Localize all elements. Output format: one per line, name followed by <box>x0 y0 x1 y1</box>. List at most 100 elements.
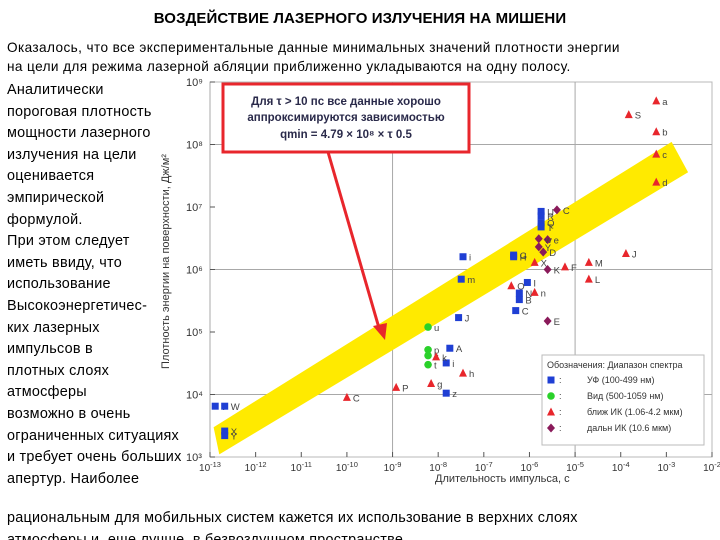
point-label: B <box>525 296 531 307</box>
point-label: F <box>571 263 577 274</box>
near-ir-point <box>392 382 401 391</box>
point-label: m <box>467 275 475 286</box>
y-tick-label: 10⁹ <box>186 78 203 89</box>
uv-point <box>211 402 219 410</box>
x-tick-label: 10-10 <box>336 460 358 474</box>
point-label: i <box>469 253 471 264</box>
side-line: эмпирической <box>7 189 105 206</box>
y-tick-label: 10⁷ <box>186 202 202 214</box>
visible-point <box>424 345 432 354</box>
x-tick-label: 10-2 <box>703 460 720 474</box>
tail-line: атмосферы и, еще лучше, в безвоздушном п… <box>7 531 408 540</box>
side-line: апертур. Наиболее <box>7 470 140 487</box>
far-ir-point <box>543 235 552 245</box>
near-ir-point <box>652 96 661 105</box>
side-line: мощности лазерного <box>7 125 151 142</box>
point-label: J <box>632 250 637 261</box>
side-line: и требует очень больших <box>7 449 182 466</box>
point-label: N <box>525 289 532 300</box>
uv-point <box>537 212 545 220</box>
point-label: R <box>547 212 554 223</box>
near-ir-point <box>530 287 539 296</box>
x-tick-label: 10-11 <box>291 460 312 474</box>
near-ir-point <box>427 378 436 387</box>
point-label: D <box>549 248 556 259</box>
point-label: E <box>554 317 560 328</box>
far-ir-point <box>543 265 552 274</box>
legend-colon: : <box>559 375 562 385</box>
point-label: X <box>231 427 238 438</box>
x-tick-label: 10-13 <box>199 460 221 474</box>
point-label: n <box>541 288 546 299</box>
side-paragraph: Аналитически пороговая плотность мощност… <box>7 80 197 490</box>
point-label: C <box>563 206 570 217</box>
side-line: импульсов в <box>7 341 93 358</box>
point-label: u <box>434 323 439 334</box>
near-ir-point <box>652 127 661 136</box>
legend-marker <box>547 423 555 433</box>
point-label: A <box>456 344 463 355</box>
intro-line: на цели для режима лазерной абляции приб… <box>7 59 571 74</box>
side-line: возможно в очень <box>7 405 131 422</box>
near-ir-point <box>459 368 468 377</box>
point-label: T <box>547 223 553 234</box>
far-ir-point <box>534 242 543 252</box>
point-label: d <box>662 178 667 189</box>
near-ir-point <box>530 257 539 266</box>
point-label: w <box>544 235 552 246</box>
x-tick-label: 10-12 <box>245 460 267 474</box>
legend-marker <box>547 407 555 416</box>
x-axis-label: Длительность импульса, с <box>435 473 570 485</box>
near-ir-point <box>624 110 633 119</box>
side-line: формулой. <box>7 211 83 228</box>
point-label: W <box>231 402 240 413</box>
point-label: X <box>541 258 548 269</box>
x-tick-label: 10-5 <box>566 460 584 474</box>
callout-formula: qmin = 4.79 × 10⁸ × τ 0.5 <box>280 129 412 141</box>
legend-box <box>541 354 705 446</box>
x-tick-label: 10-6 <box>521 460 539 474</box>
fit-band <box>213 141 689 455</box>
near-ir-point <box>432 352 441 361</box>
point-label: K <box>554 266 561 277</box>
point-label: G <box>520 251 527 262</box>
side-line: ких лазерных <box>7 319 100 336</box>
x-tick-label: 10-7 <box>475 460 493 474</box>
uv-point <box>221 402 229 410</box>
intro-paragraph: Оказалось, что все экспериментальные дан… <box>7 38 713 76</box>
far-ir-point <box>552 205 561 215</box>
side-line: оценивается <box>7 168 95 185</box>
point-label: S <box>635 111 641 122</box>
legend-marker <box>547 376 555 384</box>
uv-point <box>537 207 545 215</box>
side-line: атмосферы <box>7 384 87 401</box>
legend-marker <box>547 392 555 400</box>
y-tick-label: 10⁸ <box>186 140 203 152</box>
uv-point <box>510 253 518 261</box>
near-ir-point <box>584 274 593 283</box>
side-line: пороговая плотность <box>7 103 152 120</box>
uv-point <box>446 344 454 352</box>
point-label: O <box>517 282 524 293</box>
legend-colon: : <box>559 423 562 433</box>
uv-point <box>537 219 545 227</box>
y-axis-label: Плотность энергии на поверхности, Дж/м² <box>160 154 172 369</box>
uv-point <box>512 307 520 315</box>
side-line: использование <box>7 276 111 293</box>
legend-title: Обозначения: Диапазон спектра <box>547 360 683 370</box>
tail-line: рациональным для мобильных систем кажетс… <box>7 510 578 526</box>
y-tick-label: 10⁵ <box>186 327 203 339</box>
point-label: i <box>452 359 454 370</box>
callout-line: аппроксимируются зависимостью <box>247 112 444 124</box>
point-label: P <box>402 383 408 394</box>
point-label: t <box>434 361 437 372</box>
point-label: Y <box>231 432 238 443</box>
point-label: h <box>469 369 474 380</box>
point-label: a <box>662 97 668 108</box>
legend-label: дальн ИК (10.6 мкм) <box>587 423 671 433</box>
side-line: При этом следует <box>7 233 130 250</box>
point-label: H <box>520 253 527 264</box>
point-label: c <box>662 150 667 161</box>
side-line: Высокоэнергетичес- <box>7 297 148 314</box>
far-ir-point <box>534 234 543 244</box>
